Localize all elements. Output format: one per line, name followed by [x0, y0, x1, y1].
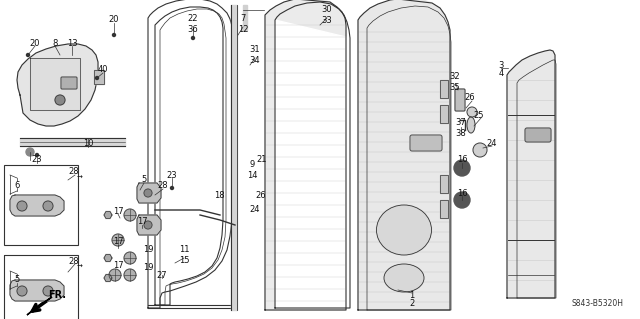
Text: 19: 19 [143, 246, 153, 255]
Text: 2: 2 [410, 299, 415, 308]
Circle shape [113, 33, 115, 36]
Text: 21: 21 [257, 155, 268, 165]
FancyBboxPatch shape [94, 70, 104, 84]
FancyBboxPatch shape [440, 105, 448, 123]
Text: 17: 17 [113, 238, 124, 247]
Text: 30
33: 30 33 [322, 5, 332, 25]
Text: 20: 20 [29, 39, 40, 48]
Text: 26: 26 [256, 190, 266, 199]
Polygon shape [27, 297, 52, 315]
Text: 28: 28 [157, 182, 168, 190]
Circle shape [467, 107, 477, 117]
FancyBboxPatch shape [440, 175, 448, 193]
Text: 5: 5 [14, 276, 20, 285]
Text: 40: 40 [98, 65, 108, 75]
Circle shape [55, 95, 65, 105]
Text: →: → [77, 264, 83, 270]
Circle shape [144, 189, 152, 197]
Polygon shape [137, 215, 161, 235]
Ellipse shape [467, 117, 475, 133]
FancyBboxPatch shape [61, 77, 77, 89]
Circle shape [454, 192, 470, 208]
Text: 17: 17 [113, 262, 124, 271]
Text: 10: 10 [83, 139, 93, 149]
Text: 25: 25 [474, 110, 484, 120]
Polygon shape [104, 211, 112, 219]
Text: S843-B5320H: S843-B5320H [571, 299, 623, 308]
Text: 18: 18 [214, 190, 224, 199]
Circle shape [95, 77, 99, 79]
Text: 4: 4 [499, 69, 504, 78]
Text: 31
34: 31 34 [250, 45, 260, 65]
Circle shape [144, 221, 152, 229]
FancyBboxPatch shape [440, 200, 448, 218]
FancyBboxPatch shape [525, 128, 551, 142]
FancyBboxPatch shape [440, 80, 448, 98]
Text: 27: 27 [157, 271, 167, 279]
Circle shape [17, 286, 27, 296]
Circle shape [454, 160, 470, 176]
Circle shape [124, 209, 136, 221]
FancyBboxPatch shape [455, 89, 465, 111]
Text: 24: 24 [487, 138, 497, 147]
Polygon shape [231, 5, 237, 310]
Polygon shape [104, 255, 112, 262]
Polygon shape [358, 0, 450, 310]
Circle shape [26, 148, 34, 156]
Ellipse shape [384, 264, 424, 292]
Polygon shape [17, 44, 98, 126]
Text: 23: 23 [166, 170, 177, 180]
Circle shape [43, 286, 53, 296]
Text: 22
36: 22 36 [188, 14, 198, 34]
Circle shape [124, 252, 136, 264]
Circle shape [191, 36, 195, 40]
Text: →: → [77, 175, 83, 181]
Text: 1: 1 [410, 291, 415, 300]
Text: 17: 17 [137, 218, 147, 226]
Circle shape [170, 187, 173, 189]
Circle shape [124, 269, 136, 281]
Text: 28: 28 [68, 256, 79, 265]
Polygon shape [275, 20, 350, 308]
Text: 19: 19 [143, 263, 153, 272]
Polygon shape [265, 0, 346, 310]
Text: 13: 13 [67, 39, 77, 48]
Polygon shape [243, 5, 247, 30]
Text: 17: 17 [113, 206, 124, 216]
Polygon shape [30, 58, 80, 110]
Text: 7
12: 7 12 [237, 14, 248, 34]
Text: 20: 20 [109, 16, 119, 25]
Polygon shape [104, 275, 112, 281]
Text: FR.: FR. [48, 290, 66, 300]
Circle shape [112, 234, 124, 246]
Polygon shape [10, 195, 64, 216]
Text: 9
14: 9 14 [247, 160, 257, 180]
Text: 26: 26 [465, 93, 476, 102]
Text: 3: 3 [499, 61, 504, 70]
Text: 37
38: 37 38 [456, 118, 467, 138]
Text: 24: 24 [250, 205, 260, 214]
Text: 8: 8 [52, 39, 58, 48]
Circle shape [43, 201, 53, 211]
FancyBboxPatch shape [410, 135, 442, 151]
Text: 11
15: 11 15 [179, 245, 189, 265]
Polygon shape [507, 50, 555, 298]
Circle shape [17, 201, 27, 211]
Text: 32
35: 32 35 [450, 72, 460, 92]
FancyBboxPatch shape [20, 138, 125, 146]
Polygon shape [10, 280, 64, 301]
Circle shape [35, 153, 38, 157]
Circle shape [26, 54, 29, 56]
Circle shape [473, 143, 487, 157]
Text: 5: 5 [141, 175, 147, 184]
Text: 16: 16 [457, 189, 467, 197]
Circle shape [109, 269, 121, 281]
Ellipse shape [376, 205, 431, 255]
Text: 16: 16 [457, 155, 467, 165]
Text: 6: 6 [14, 181, 20, 189]
Text: 28: 28 [68, 167, 79, 176]
Text: 23: 23 [32, 155, 42, 165]
Polygon shape [137, 183, 161, 203]
